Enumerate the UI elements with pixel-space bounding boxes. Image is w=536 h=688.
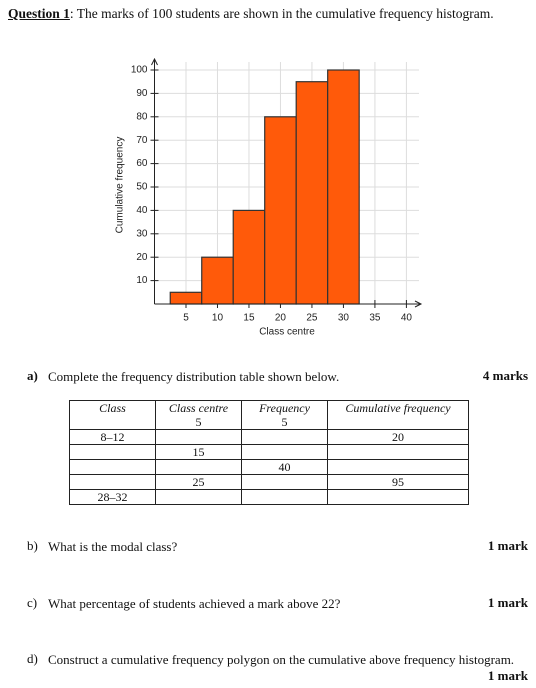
table-cell: 5 <box>155 415 242 430</box>
part-text: What percentage of students achieved a m… <box>48 596 341 611</box>
y-axis <box>151 57 158 304</box>
chart: Cumulative frequency Class centre 10 20 30… <box>115 57 423 338</box>
x-tick-label: 20 <box>275 313 287 324</box>
question-text: : The marks of 100 students are shown in… <box>69 6 494 21</box>
y-tick-label: 30 <box>136 228 148 239</box>
table-cell: 8–12 <box>69 429 156 445</box>
table-cell <box>241 429 328 445</box>
x-axis-label: Class centre <box>259 327 315 338</box>
x-tick-label: 35 <box>369 313 381 324</box>
table-cell <box>155 489 242 505</box>
x-tick-label: 15 <box>243 313 255 324</box>
y-tick-label: 90 <box>136 88 148 99</box>
table-cell: 95 <box>327 474 469 490</box>
y-axis-label: Cumulative frequency <box>115 137 126 234</box>
table-row: 28–32 <box>69 489 469 505</box>
table-cell <box>327 459 469 475</box>
table-cell: 25 <box>155 474 242 490</box>
table-cell <box>241 474 328 490</box>
table-cell <box>327 489 469 505</box>
part-label: b) <box>27 538 38 553</box>
part-marks: 1 mark <box>487 595 528 610</box>
part-text: What is the modal class? <box>48 539 178 554</box>
table-cell <box>241 444 328 460</box>
part-text: Complete the frequency distribution tabl… <box>48 369 340 384</box>
x-tick-label: 25 <box>306 313 318 324</box>
header-cell: Frequency <box>241 400 328 415</box>
part-text: Construct a cumulative frequency polygon… <box>48 652 515 667</box>
table-header-row: Class Class centre Frequency Cumulative fre… <box>69 400 469 415</box>
table-cell: 15 <box>155 444 242 460</box>
table-cell: 28–32 <box>69 489 156 505</box>
bar <box>264 116 297 305</box>
x-tick-label: 10 <box>212 313 224 324</box>
table-cell <box>155 429 242 445</box>
table-cell <box>69 474 156 490</box>
y-tick-label: 20 <box>136 252 148 263</box>
part-marks: 1 mark <box>487 668 528 683</box>
bar <box>327 69 360 305</box>
table-cell <box>69 459 156 475</box>
table-row: 15 <box>69 444 469 460</box>
table-cell: 20 <box>327 429 469 445</box>
table-row: 25 95 <box>69 474 469 490</box>
table-cell <box>327 415 469 430</box>
header-cell: Cumulative frequency <box>327 400 469 415</box>
bar <box>232 209 266 305</box>
x-axis <box>154 300 423 308</box>
y-tick-label: 60 <box>136 158 148 169</box>
question: Question 1: The marks of 100 students ar… <box>8 4 508 24</box>
bar <box>295 81 329 305</box>
bar <box>169 291 203 305</box>
table-cell <box>69 415 156 430</box>
part-label: c) <box>27 595 38 610</box>
table-cell <box>327 444 469 460</box>
y-tick-label: 80 <box>136 111 148 122</box>
table-cell: 5 <box>241 415 328 430</box>
y-tick-label: 50 <box>136 182 148 193</box>
x-tick-label: 30 <box>338 313 350 324</box>
bar <box>201 256 234 305</box>
y-tick-label: 10 <box>136 275 148 286</box>
header-cell: Class <box>69 400 156 415</box>
part-label: d) <box>27 651 38 666</box>
table-cell: 40 <box>241 459 328 475</box>
table-cell <box>241 489 328 505</box>
y-tick-label: 100 <box>131 65 148 76</box>
part-marks: 4 marks <box>482 368 528 383</box>
y-tick-label: 70 <box>136 135 148 146</box>
part-label: a) <box>27 368 38 383</box>
question-label: Question 1 <box>8 6 70 21</box>
x-tick-label: 5 <box>183 313 189 324</box>
table-row: 8–12 20 <box>69 429 469 445</box>
part-marks: 1 mark <box>487 538 528 553</box>
header-cell: Class centre <box>155 400 242 415</box>
table-cell <box>155 459 242 475</box>
table-row: 40 <box>69 459 469 475</box>
x-tick-label: 40 <box>401 313 413 324</box>
table-cell <box>69 444 156 460</box>
frequency-table: Class Class centre Frequency Cumulative fre… <box>69 400 469 505</box>
y-tick-label: 40 <box>136 205 148 216</box>
